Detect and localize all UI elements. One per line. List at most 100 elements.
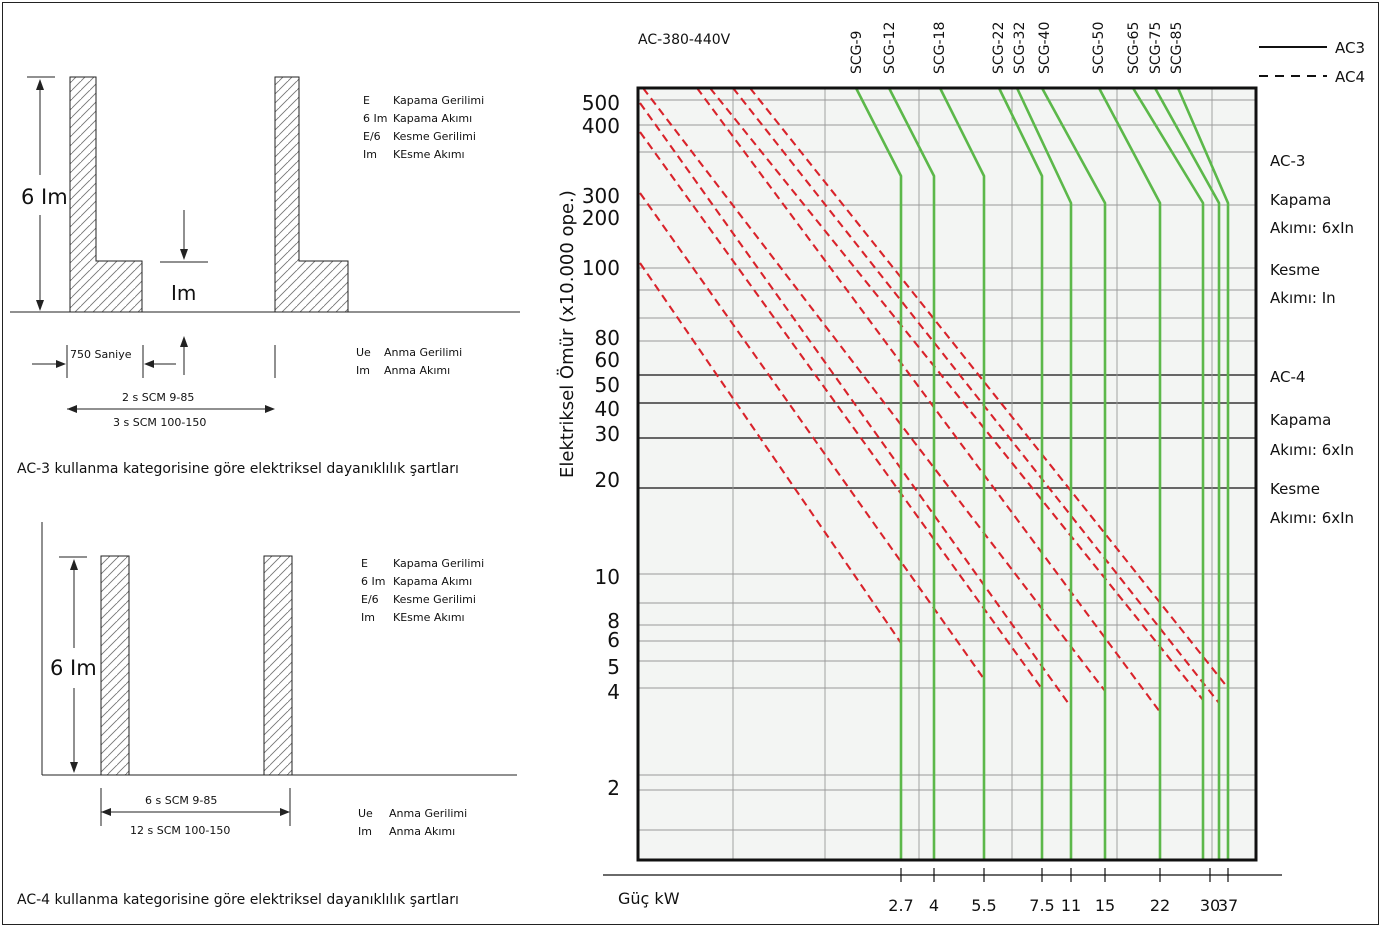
y-tick-label: 80 xyxy=(595,326,620,350)
x-tick-label: 5.5 xyxy=(971,896,996,915)
y-tick-label: 400 xyxy=(582,114,620,138)
ac3-line xyxy=(854,87,903,860)
ac4-legend-sym-2: 6 Im xyxy=(361,575,385,588)
ac3-750-head-right xyxy=(144,360,154,368)
note-ac3-kesme: Kesme xyxy=(1270,261,1320,279)
y-tick-label: 40 xyxy=(595,397,620,421)
ac3-line xyxy=(1097,87,1162,860)
ac3-rated-sym-2: Im xyxy=(356,364,370,377)
ac4-legend-text-3: Kesme Gerilimi xyxy=(393,593,476,606)
ac3-line xyxy=(1176,87,1230,860)
ac3-im-label: Im xyxy=(171,281,196,305)
x-tick-label: 2.7 xyxy=(888,896,913,915)
ac4-legend-text-2: Kapama Akımı xyxy=(393,575,472,588)
ac3-span-head-left xyxy=(67,405,77,413)
note-ac3-title: AC-3 xyxy=(1270,152,1305,170)
x-tick-label: 7.5 xyxy=(1029,896,1054,915)
y-tick-label: 2 xyxy=(607,776,620,800)
ac4-span-head-left xyxy=(101,808,111,816)
ac3-arrow-down xyxy=(36,300,44,311)
note-ac4-kesme-value: Akımı: 6xIn xyxy=(1270,509,1354,527)
ac4-legend-text-4: KEsme Akımı xyxy=(393,611,465,624)
ac4-legend-text-1: Kapama Gerilimi xyxy=(393,557,484,570)
ac3-series xyxy=(854,87,1230,860)
ac3-legend-text-3: Kesme Gerilimi xyxy=(393,130,476,143)
y-tick-label: 500 xyxy=(582,91,620,115)
ac3-rated-text-2: Anma Akımı xyxy=(384,364,450,377)
ac3-line xyxy=(1015,87,1073,860)
y-tick-label: 200 xyxy=(582,206,620,230)
ac4-6s-label: 6 s SCM 9-85 xyxy=(145,794,217,807)
ac4-arrow-down xyxy=(70,762,78,773)
ac4-pulse-1 xyxy=(100,555,130,776)
legend-ac3-label: AC3 xyxy=(1335,39,1365,57)
ac3-line xyxy=(1131,87,1205,860)
model-label: SCG-9 xyxy=(849,31,865,74)
ac3-legend-sym-2: 6 Im xyxy=(363,112,387,125)
ac3-diagram: 6 Im Im E Kapama Gerilimi 6 Im Kapama Ak… xyxy=(10,76,520,477)
plot-grid xyxy=(638,88,1256,860)
model-label: SCG-75 xyxy=(1148,22,1164,74)
note-ac4-kapama-value: Akımı: 6xIn xyxy=(1270,441,1354,459)
ac3-rated-sym-1: Ue xyxy=(356,346,371,359)
x-tick-label: 15 xyxy=(1095,896,1115,915)
ac3-arrow-up xyxy=(36,79,44,90)
ac4-rated-text-1: Anma Gerilimi xyxy=(389,807,467,820)
ac4-12s-label: 12 s SCM 100-150 xyxy=(130,824,230,837)
legend-ac4-label: AC4 xyxy=(1335,68,1365,86)
model-label: SCG-12 xyxy=(882,22,898,74)
model-label: SCG-65 xyxy=(1126,22,1142,74)
ac4-caption: AC-4 kullanma kategorisine göre elektrik… xyxy=(17,892,459,908)
ac3-span-head-right xyxy=(265,405,275,413)
ac3-6im-label: 6 Im xyxy=(21,185,68,209)
ac3-rated-text-1: Anma Gerilimi xyxy=(384,346,462,359)
note-ac4-kesme: Kesme xyxy=(1270,480,1320,498)
ac4-line xyxy=(639,262,902,644)
y-tick-label: 4 xyxy=(607,680,620,704)
ac3-legend-sym-1: E xyxy=(363,94,370,107)
model-label: SCG-85 xyxy=(1169,22,1185,74)
ac4-legend-sym-1: E xyxy=(361,557,368,570)
x-tick-label: 22 xyxy=(1150,896,1170,915)
ac3-line xyxy=(938,87,986,860)
ac4-rated-text-2: Anma Akımı xyxy=(389,825,455,838)
y-tick-label: 300 xyxy=(582,184,620,208)
ac3-legend-text-4: KEsme Akımı xyxy=(393,148,465,161)
ac4-pulse-2 xyxy=(263,555,293,776)
ac3-line xyxy=(1153,87,1221,860)
note-ac4-kapama: Kapama xyxy=(1270,411,1331,429)
life-chart: SCG-9 SCG-12 SCG-18 SCG-22 SCG-32 SCG-40 SCG-5… xyxy=(556,22,1365,915)
ac4-series xyxy=(639,87,1229,713)
ac3-2s-label: 2 s SCM 9-85 xyxy=(122,391,194,404)
ac4-line xyxy=(642,87,1106,692)
ac4-arrow-up xyxy=(70,559,78,570)
ac3-im-arrow-down xyxy=(180,249,188,260)
ac4-line xyxy=(639,192,985,680)
model-label: SCG-32 xyxy=(1012,22,1028,74)
ac3-caption: AC-3 kullanma kategorisine göre elektrik… xyxy=(17,461,459,477)
ac3-750-head-left xyxy=(56,360,66,368)
ac4-legend-sym-4: Im xyxy=(361,611,375,624)
y-tick-label: 10 xyxy=(595,565,620,589)
ac4-line xyxy=(639,102,1072,708)
ac3-legend-sym-3: E/6 xyxy=(363,130,381,143)
ac4-diagram: 6 Im E Kapama Gerilimi 6 Im Kapama Akımı… xyxy=(17,522,517,908)
model-label: SCG-22 xyxy=(991,22,1007,74)
ac4-rated-sym-2: Im xyxy=(358,825,372,838)
ac4-6im-label: 6 Im xyxy=(50,656,97,680)
y-tick-label: 8 xyxy=(607,609,620,633)
plot-frame xyxy=(636,86,1258,862)
y-tick-label: 50 xyxy=(595,373,620,397)
x-tick-label: 4 xyxy=(929,896,939,915)
ac3-legend-text-1: Kapama Gerilimi xyxy=(393,94,484,107)
ac3-750-label: 750 Saniye xyxy=(70,348,132,361)
y-tick-label: 100 xyxy=(582,256,620,280)
y-tick-label: 6 xyxy=(607,628,620,652)
ac4-line xyxy=(749,87,1229,689)
ac4-line xyxy=(709,87,1204,701)
y-tick-label: 30 xyxy=(595,422,620,446)
ac3-line xyxy=(1040,87,1107,860)
y-tick-label: 5 xyxy=(607,655,620,679)
